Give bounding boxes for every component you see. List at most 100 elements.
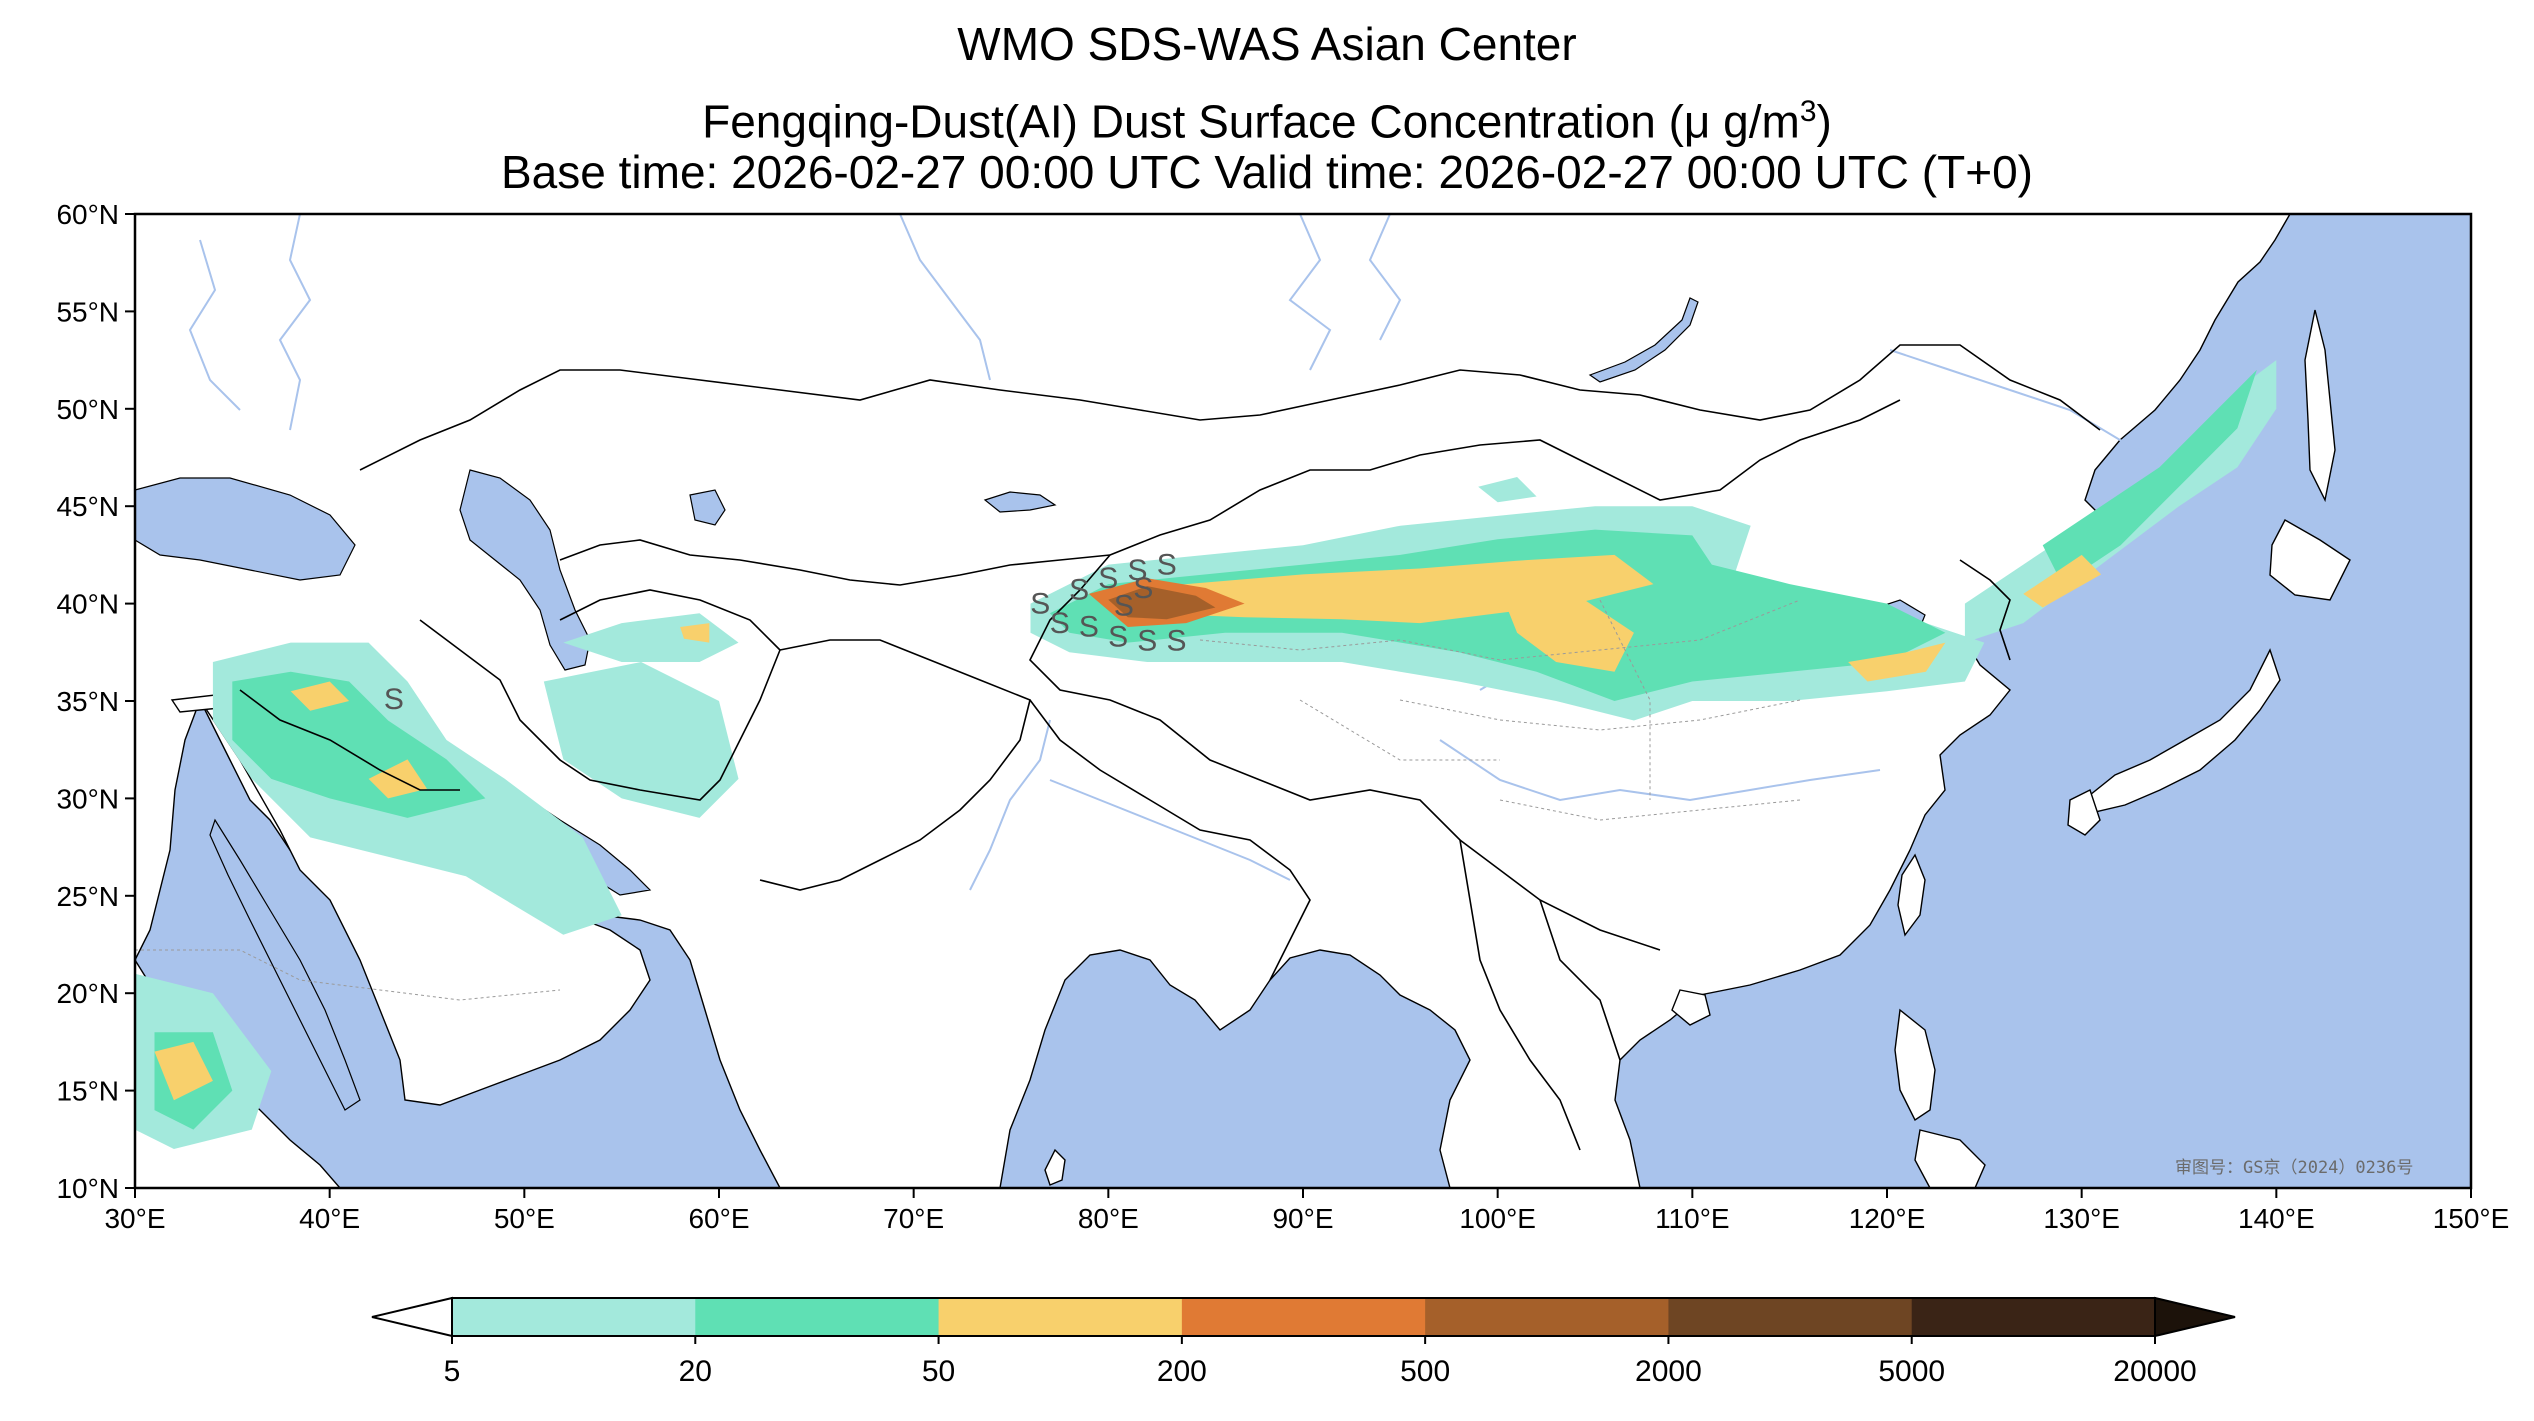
land-taiwan (1897, 853, 1926, 937)
dust-turkmenistan-l3 (680, 623, 710, 643)
lon-tick-label: 90°E (1272, 1203, 1333, 1234)
border-saudi-yemen-dashed (135, 949, 561, 1001)
lat-tick-label: 35°N (56, 686, 119, 717)
dust-storm-marker: S (1127, 554, 1147, 587)
dust-band-northeast-l2 (2042, 369, 2257, 585)
border-china-west (1029, 554, 1661, 951)
border-afghanistan-pakistan (759, 639, 1031, 891)
border-russia-south (359, 344, 2101, 471)
lat-tick-label: 40°N (56, 589, 119, 620)
dust-middle-east-l2 (232, 671, 486, 818)
dust-storm-marker: S (1137, 624, 1157, 657)
product-name-close: ) (1816, 95, 1832, 148)
dust-sudan-l3 (154, 1041, 213, 1101)
river-2 (188, 239, 241, 411)
land-sri-lanka (1044, 1148, 1066, 1186)
colorbar-segment (695, 1298, 940, 1336)
dust-storm-marker: S (1050, 607, 1070, 640)
dust-storm-marker: S (1166, 624, 1186, 657)
border-southeast-asia (1459, 839, 1621, 1151)
colorbar-outline (451, 1297, 2156, 1337)
river-3 (1288, 214, 1332, 371)
land-japan-kyushu (2067, 789, 2101, 836)
colorbar-over-arrow (2154, 1296, 2236, 1338)
lon-tick-label: 50°E (494, 1203, 555, 1234)
dust-storm-marker: S (1133, 572, 1153, 605)
lat-tick-label: 45°N (56, 491, 119, 522)
land-hokkaido (2269, 519, 2351, 601)
dust-korea-l3 (2023, 554, 2102, 608)
dust-syria-l3 (290, 681, 350, 711)
colorbar-segment (938, 1298, 1183, 1336)
dust-mongolia-patch-l1 (1478, 477, 1537, 503)
lon-tick-label: 80°E (1078, 1203, 1139, 1234)
lon-tick-label: 110°E (1655, 1203, 1730, 1234)
map-axes: 30°E 40°E 50°E 60°E 70°E 80°E 90°E 100°E 110°E 12… (56, 199, 2509, 1234)
lat-tick-label: 60°N (56, 199, 119, 230)
border-iraq-saudi (239, 689, 460, 791)
colorbar-segment (1668, 1298, 1913, 1336)
lon-tick-label: 60°E (688, 1203, 749, 1234)
border-india (1029, 699, 1311, 981)
river-ganges (1049, 779, 1291, 881)
colorbar-segment (1425, 1298, 1669, 1336)
land-sakhalin (2304, 309, 2336, 503)
border-china-mongolia (1109, 399, 1901, 556)
colorbar: 5 20 50 200 500 2000 5000 20000 (371, 1296, 2236, 1388)
approval-stamp: 审图号：GS京（2024）0236号 (2175, 1158, 2413, 1178)
dust-taklimakan-l5 (1108, 586, 1216, 620)
colorbar-tick-label: 20000 (2113, 1355, 2196, 1388)
colorbar-segment (1911, 1298, 2156, 1336)
product-name: Fengqing-Dust(AI) Dust Surface Concentra… (702, 95, 1800, 148)
lon-tick-label: 100°E (1459, 1203, 1536, 1234)
colorbar-tick-label: 200 (1157, 1355, 1207, 1388)
unit-exponent: 3 (1799, 95, 1817, 128)
lat-tick-label: 15°N (56, 1076, 119, 1107)
lake-baikal (1588, 297, 1699, 383)
colorbar-under-arrow (371, 1296, 453, 1338)
lon-tick-label: 130°E (2043, 1203, 2120, 1234)
dust-band-taklimakan-gobi-l2 (1049, 529, 1946, 701)
river-ob (899, 214, 991, 381)
lat-tick-label: 55°N (56, 296, 119, 327)
river-indus (969, 719, 1051, 891)
colorbar-tick-label: 5000 (1878, 1355, 1945, 1388)
river-4 (1368, 214, 1402, 341)
dust-storm-marker: S (384, 683, 404, 716)
country-borders (239, 344, 2101, 1151)
colorbar-tick-label: 2000 (1635, 1355, 1702, 1388)
dust-storm-marker: S (1098, 562, 1118, 595)
colorbar-tick-label: 5 (444, 1355, 461, 1388)
aral-sea (689, 489, 726, 526)
colorbar-tick-label: 50 (922, 1355, 955, 1388)
river-1 (278, 214, 312, 431)
caspian-sea (459, 469, 591, 671)
province-borders-china (1199, 599, 1801, 821)
river-amur (1889, 349, 2181, 471)
dust-storm-marker: S (1079, 611, 1099, 644)
dust-storm-marker: S (1069, 574, 1089, 607)
dust-bohai-l3 (1848, 642, 1946, 682)
lat-tick-label: 25°N (56, 881, 119, 912)
dust-storm-marker: S (1157, 548, 1177, 581)
border-korea (1959, 559, 2011, 661)
dust-storm-marker: S (1108, 621, 1128, 654)
lat-tick-label: 50°N (56, 394, 119, 425)
rivers (188, 214, 2181, 891)
lat-tick-label: 10°N (56, 1173, 119, 1204)
lon-tick-label: 140°E (2238, 1203, 2315, 1234)
map-subtitle-product: Fengqing-Dust(AI) Dust Surface Concentra… (0, 84, 2534, 149)
colorbar-tick-label: 500 (1400, 1355, 1450, 1388)
land-hainan (1671, 989, 1711, 1026)
lon-tick-label: 40°E (299, 1203, 360, 1234)
lake-balkhash (983, 491, 1057, 513)
lon-tick-label: 150°E (2433, 1203, 2510, 1234)
border-iran (419, 589, 781, 801)
lat-tick-label: 30°N (56, 783, 119, 814)
province-borders (135, 599, 1801, 1001)
dust-storm-marker: S (1114, 589, 1134, 622)
lat-tick-label: 20°N (56, 978, 119, 1009)
